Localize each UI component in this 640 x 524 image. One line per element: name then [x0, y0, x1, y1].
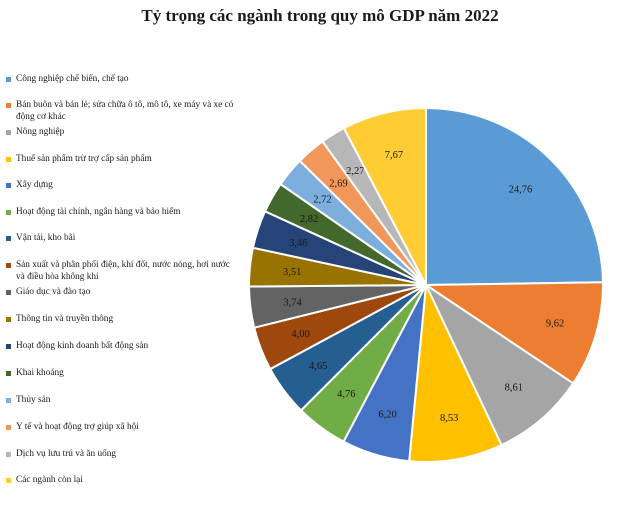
- legend-label: Khai khoáng: [16, 368, 64, 378]
- legend-swatch: [6, 371, 11, 376]
- pie-data-label: 8,53: [440, 413, 458, 424]
- pie-data-label: 4,65: [309, 361, 327, 372]
- legend-swatch: [6, 263, 11, 268]
- legend-swatch: [6, 452, 11, 457]
- pie-slice: [423, 282, 575, 447]
- legend-swatch: [6, 130, 11, 135]
- legend-swatch: [6, 344, 11, 349]
- legend-swatch: [6, 425, 11, 430]
- pie-data-label: 8,61: [505, 382, 523, 393]
- pie-data-label: 3,46: [289, 238, 307, 249]
- pie-slice: [422, 281, 604, 385]
- pie-data-label: 3,51: [283, 267, 301, 278]
- legend-label: Vận tải, kho bãi: [16, 233, 76, 243]
- legend-swatch: [6, 157, 11, 162]
- legend-label: Sản xuất và phân phối điện, khí đốt, nướ…: [16, 260, 230, 282]
- legend-label: Xây dựng: [16, 180, 53, 190]
- legend-swatch: [6, 103, 11, 108]
- legend-swatch: [6, 398, 11, 403]
- legend-label: Dịch vụ lưu trú và ăn uống: [16, 449, 117, 459]
- legend-swatch: [6, 478, 11, 483]
- pie-data-label: 3,74: [283, 297, 302, 308]
- legend-swatch: [6, 236, 11, 241]
- pie-data-label: 4,00: [291, 329, 309, 340]
- legend-label: Nông nghiệp: [16, 127, 65, 137]
- pie-data-label: 7,67: [385, 150, 403, 161]
- legend-label: Thông tin và truyền thông: [16, 314, 114, 324]
- legend-swatch: [6, 183, 11, 188]
- legend-label: Thủy sản: [16, 395, 51, 405]
- legend-swatch: [6, 290, 11, 295]
- pie-data-label: 2,72: [313, 195, 331, 206]
- pie-data-label: 24,76: [509, 185, 533, 196]
- legend-label: Giáo dục và đào tạo: [16, 287, 91, 297]
- legend-label: Hoạt động kinh doanh bất động sản: [16, 341, 149, 351]
- legend-label: Hoạt động tài chính, ngân hàng và bảo hi…: [16, 207, 181, 217]
- legend-label: Công nghiệp chế biến, chế tạo: [16, 74, 129, 84]
- legend-swatch: [6, 317, 11, 322]
- pie-slice: [408, 281, 503, 463]
- legend-label: Các ngành còn lại: [16, 475, 83, 485]
- pie-data-label: 9,62: [546, 319, 564, 330]
- legend-label: Thuế sản phẩm trừ trợ cấp sản phẩm: [16, 154, 152, 164]
- pie-data-label: 4,76: [337, 389, 355, 400]
- legend-swatch: [6, 77, 11, 82]
- pie-data-label: 6,20: [378, 409, 396, 420]
- legend-label: Bán buôn và bán lẻ; sửa chữa ô tô, mô tô…: [16, 100, 234, 122]
- pie-data-label: 2,69: [329, 178, 347, 189]
- pie-slice: [342, 106, 427, 286]
- legend-label: Y tế và hoạt động trợ giúp xã hội: [16, 422, 139, 432]
- pie-data-label: 2,82: [300, 214, 318, 225]
- chart-title: Tỷ trọng các ngành trong quy mô GDP năm …: [141, 6, 499, 25]
- legend-swatch: [6, 210, 11, 215]
- pie-data-label: 2,27: [346, 166, 364, 177]
- pie-slice: [425, 106, 604, 287]
